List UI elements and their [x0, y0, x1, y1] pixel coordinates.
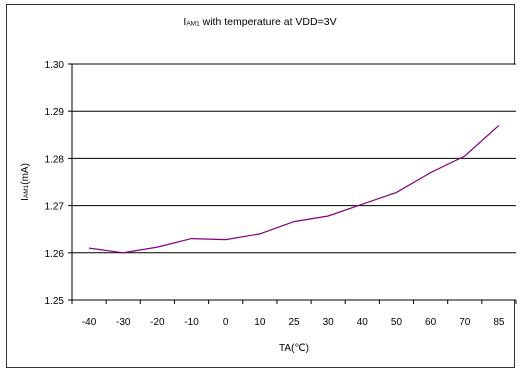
x-tick-label: 85	[493, 317, 505, 328]
x-tick-label: 30	[323, 317, 335, 328]
y-tick-label: 1.29	[45, 107, 65, 118]
x-tick-label: 40	[357, 317, 369, 328]
y-tick-label: 1.26	[45, 249, 65, 260]
x-tick-label: -20	[150, 317, 165, 328]
x-tick-label: 50	[391, 317, 403, 328]
chart-title-rest: with temperature at VDD=3V	[200, 16, 337, 28]
y-axis-label-subscript: AM1	[23, 184, 30, 198]
x-tick-label: 10	[254, 317, 266, 328]
y-tick-label: 1.28	[45, 154, 65, 165]
y-tick-label: 1.27	[45, 202, 65, 213]
y-tick-label: 1.25	[45, 296, 65, 307]
x-tick-labels: -40 -30 -20 -10 0 10 25 30 40 50 60 70 85	[72, 300, 516, 328]
y-tick-labels: 1.25 1.26 1.27 1.28 1.29 1.30	[45, 60, 72, 307]
chart-title: IAM1 with temperature at VDD=3V	[183, 16, 336, 28]
chart-title-subscript: AM1	[186, 21, 200, 28]
x-tick-label: 0	[223, 317, 229, 328]
x-tick-label: -10	[184, 317, 199, 328]
plot-area	[72, 64, 516, 300]
y-axis-label: IAM1(mA)	[20, 163, 31, 201]
x-tick-label: -40	[82, 317, 97, 328]
y-tick-label: 1.30	[45, 60, 65, 71]
x-tick-label: -30	[116, 317, 131, 328]
x-tick-label: 25	[288, 317, 300, 328]
y-axis-label-rest: (mA)	[20, 163, 31, 185]
x-axis-label: TA(℃)	[279, 343, 309, 354]
x-tick-label: 70	[459, 317, 471, 328]
x-tick-label: 60	[425, 317, 437, 328]
